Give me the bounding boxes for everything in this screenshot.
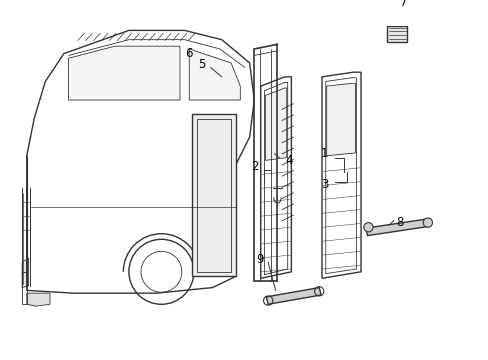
Text: 6: 6 <box>185 47 193 60</box>
Polygon shape <box>322 72 360 278</box>
Circle shape <box>363 222 372 232</box>
Polygon shape <box>365 219 429 235</box>
Polygon shape <box>326 83 355 156</box>
Text: 4: 4 <box>285 154 292 167</box>
Polygon shape <box>192 114 235 276</box>
Polygon shape <box>22 258 29 288</box>
Text: 8: 8 <box>395 216 403 229</box>
Text: 3: 3 <box>321 178 328 191</box>
Polygon shape <box>386 26 407 42</box>
Text: 7: 7 <box>399 0 407 9</box>
Text: 5: 5 <box>197 58 204 71</box>
Text: 1: 1 <box>320 147 328 160</box>
Polygon shape <box>189 49 240 100</box>
Polygon shape <box>27 293 50 306</box>
Polygon shape <box>265 88 286 160</box>
Text: 2: 2 <box>251 160 258 174</box>
Polygon shape <box>27 30 254 293</box>
Text: 9: 9 <box>256 253 263 266</box>
Polygon shape <box>260 77 291 278</box>
Polygon shape <box>266 288 321 304</box>
Polygon shape <box>68 46 180 100</box>
Circle shape <box>423 218 431 227</box>
